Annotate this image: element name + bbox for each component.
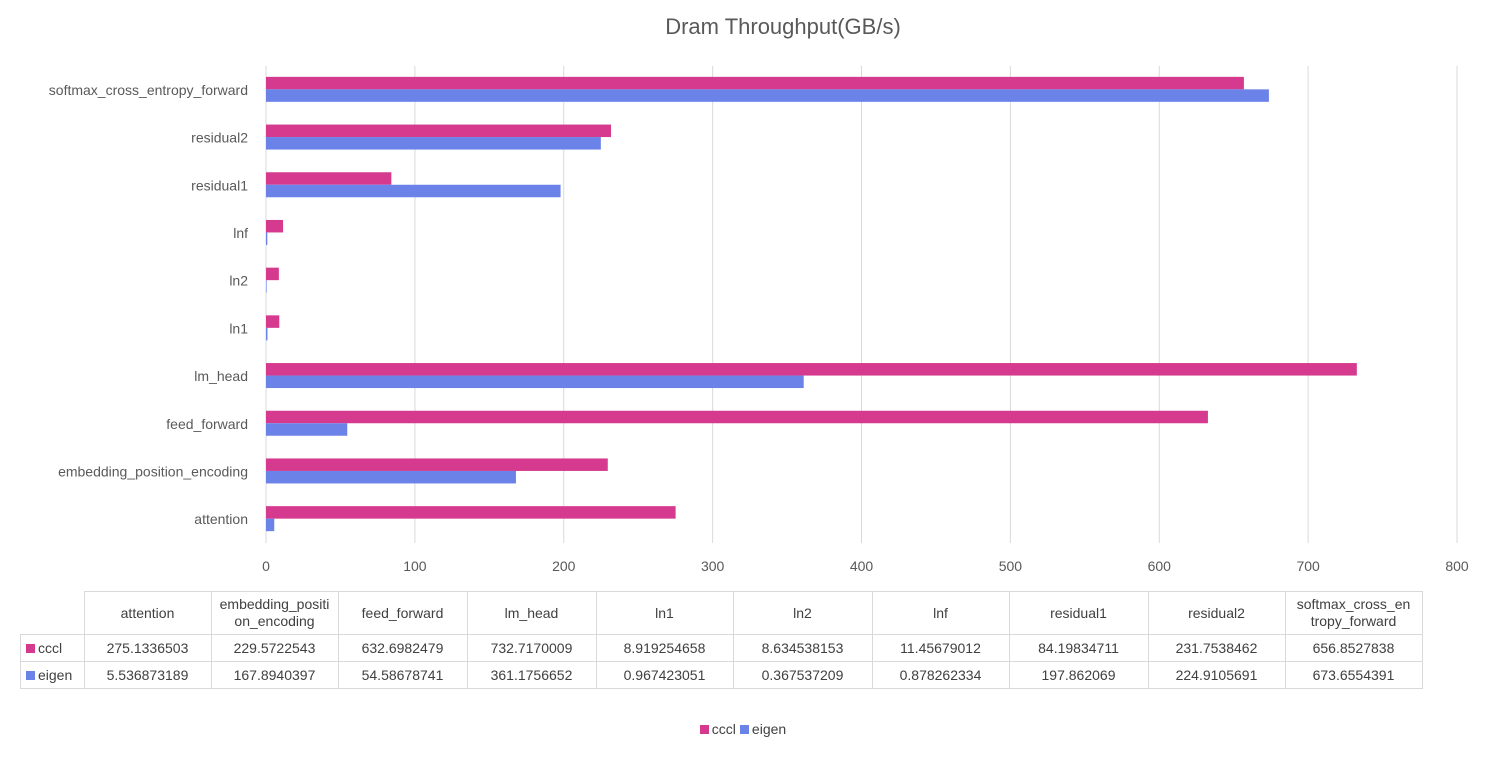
x-tick-label: 400 (850, 558, 874, 574)
legend-swatch (699, 725, 709, 734)
legend-swatch (26, 671, 35, 680)
legend: cccl eigen (0, 721, 1486, 737)
table-cell: 5.536873189 (83, 661, 212, 689)
x-tick-label: 700 (1296, 558, 1320, 574)
table-cell: 656.8527838 (1284, 634, 1423, 662)
table-cell: 229.5722543 (210, 634, 339, 662)
y-category-label: ln2 (229, 273, 248, 289)
table-cell: 0.878262334 (871, 661, 1010, 689)
bar-eigen (266, 184, 561, 198)
table-cell: 673.6554391 (1284, 661, 1423, 689)
y-category-label: embedding_position_encoding (58, 463, 248, 479)
bar-cccl (266, 219, 284, 233)
table-body: cccl 275.1336503 229.5722543 632.6982479 732… (20, 634, 1423, 689)
legend-item: eigen (739, 721, 787, 737)
bar-eigen (266, 423, 348, 436)
table-column-header: lnf (871, 591, 1010, 635)
table-row: eigen 5.536873189 167.8940397 54.58678741 36… (20, 661, 1423, 689)
bar-cccl (266, 172, 392, 185)
y-category-label: lnf (233, 225, 248, 241)
bar-chart-plot: 0 100 200 300 400 500 600 700 800 attention embedd… (49, 66, 1469, 574)
y-category-label: lm_head (194, 368, 248, 384)
table-cell: 8.919254658 (595, 634, 734, 662)
legend-swatch (26, 644, 35, 653)
table-cell: 8.634538153 (732, 634, 873, 662)
data-table: attention embedding_positi on_encoding fee… (20, 591, 1423, 689)
bar-cccl (266, 315, 280, 328)
bar-cccl (266, 124, 612, 138)
table-cell: 54.58678741 (337, 661, 468, 689)
y-category-label: residual1 (191, 177, 248, 193)
legend-label: eigen (751, 721, 787, 737)
table-column-header: ln2 (732, 591, 873, 635)
y-category-label: feed_forward (166, 416, 248, 432)
bar-cccl (266, 506, 676, 519)
table-cell: 632.6982479 (337, 634, 468, 662)
table-cell: 275.1336503 (83, 634, 212, 662)
table-column-header: residual2 (1147, 591, 1286, 635)
table-cell: 224.9105691 (1147, 661, 1286, 689)
table-cell: 0.967423051 (595, 661, 734, 689)
legend-item: cccl (699, 721, 736, 737)
table-series-label: cccl (20, 634, 85, 662)
x-tick-label: 800 (1445, 558, 1469, 574)
bar-eigen (266, 327, 268, 341)
table-series-label: eigen (20, 661, 85, 689)
bar-eigen (266, 89, 1269, 102)
x-tick-label: 0 (262, 558, 270, 574)
table-cell: 732.7170009 (466, 634, 597, 662)
table-cell: 231.7538462 (1147, 634, 1286, 662)
table-row: cccl 275.1336503 229.5722543 632.6982479 732… (20, 634, 1423, 662)
chart-title: Dram Throughput(GB/s) (665, 14, 901, 39)
table-corner-cell (20, 591, 85, 635)
legend-swatch (739, 725, 749, 734)
x-tick-label: 300 (701, 558, 725, 574)
bar-cccl (266, 76, 1244, 90)
table-cell: 84.19834711 (1008, 634, 1149, 662)
bar-cccl (266, 363, 1357, 376)
bar-cccl (266, 458, 608, 471)
table-column-header: attention (83, 591, 212, 635)
bar-eigen (266, 137, 601, 150)
y-category-label: softmax_cross_entropy_forward (49, 82, 248, 98)
table-header-row: attention embedding_positi on_encoding fee… (20, 591, 1423, 635)
table-column-header: embedding_positi on_encoding (210, 591, 339, 635)
x-tick-label: 500 (999, 558, 1023, 574)
legend-label: cccl (711, 721, 736, 737)
bar-eigen (266, 375, 804, 389)
table-cell: 197.862069 (1008, 661, 1149, 689)
table-cell: 361.1756652 (466, 661, 597, 689)
y-category-label: ln1 (229, 320, 248, 336)
x-tick-label: 200 (552, 558, 576, 574)
table-cell: 167.8940397 (210, 661, 339, 689)
table-cell: 0.367537209 (732, 661, 873, 689)
bar-eigen (266, 470, 516, 484)
table-column-header: residual1 (1008, 591, 1149, 635)
x-tick-label: 100 (403, 558, 427, 574)
bar-eigen (266, 232, 268, 245)
bar-eigen (266, 518, 275, 532)
table-column-header: feed_forward (337, 591, 468, 635)
table-column-header: softmax_cross_en tropy_forward (1284, 591, 1423, 635)
bar-cccl (266, 267, 279, 281)
y-category-label: residual2 (191, 130, 248, 146)
table-column-header: ln1 (595, 591, 734, 635)
table-cell: 11.45679012 (871, 634, 1010, 662)
bar-eigen (266, 280, 267, 293)
table-column-header: lm_head (466, 591, 597, 635)
bar-cccl (266, 410, 1208, 424)
x-tick-label: 600 (1148, 558, 1172, 574)
y-category-label: attention (194, 511, 248, 527)
